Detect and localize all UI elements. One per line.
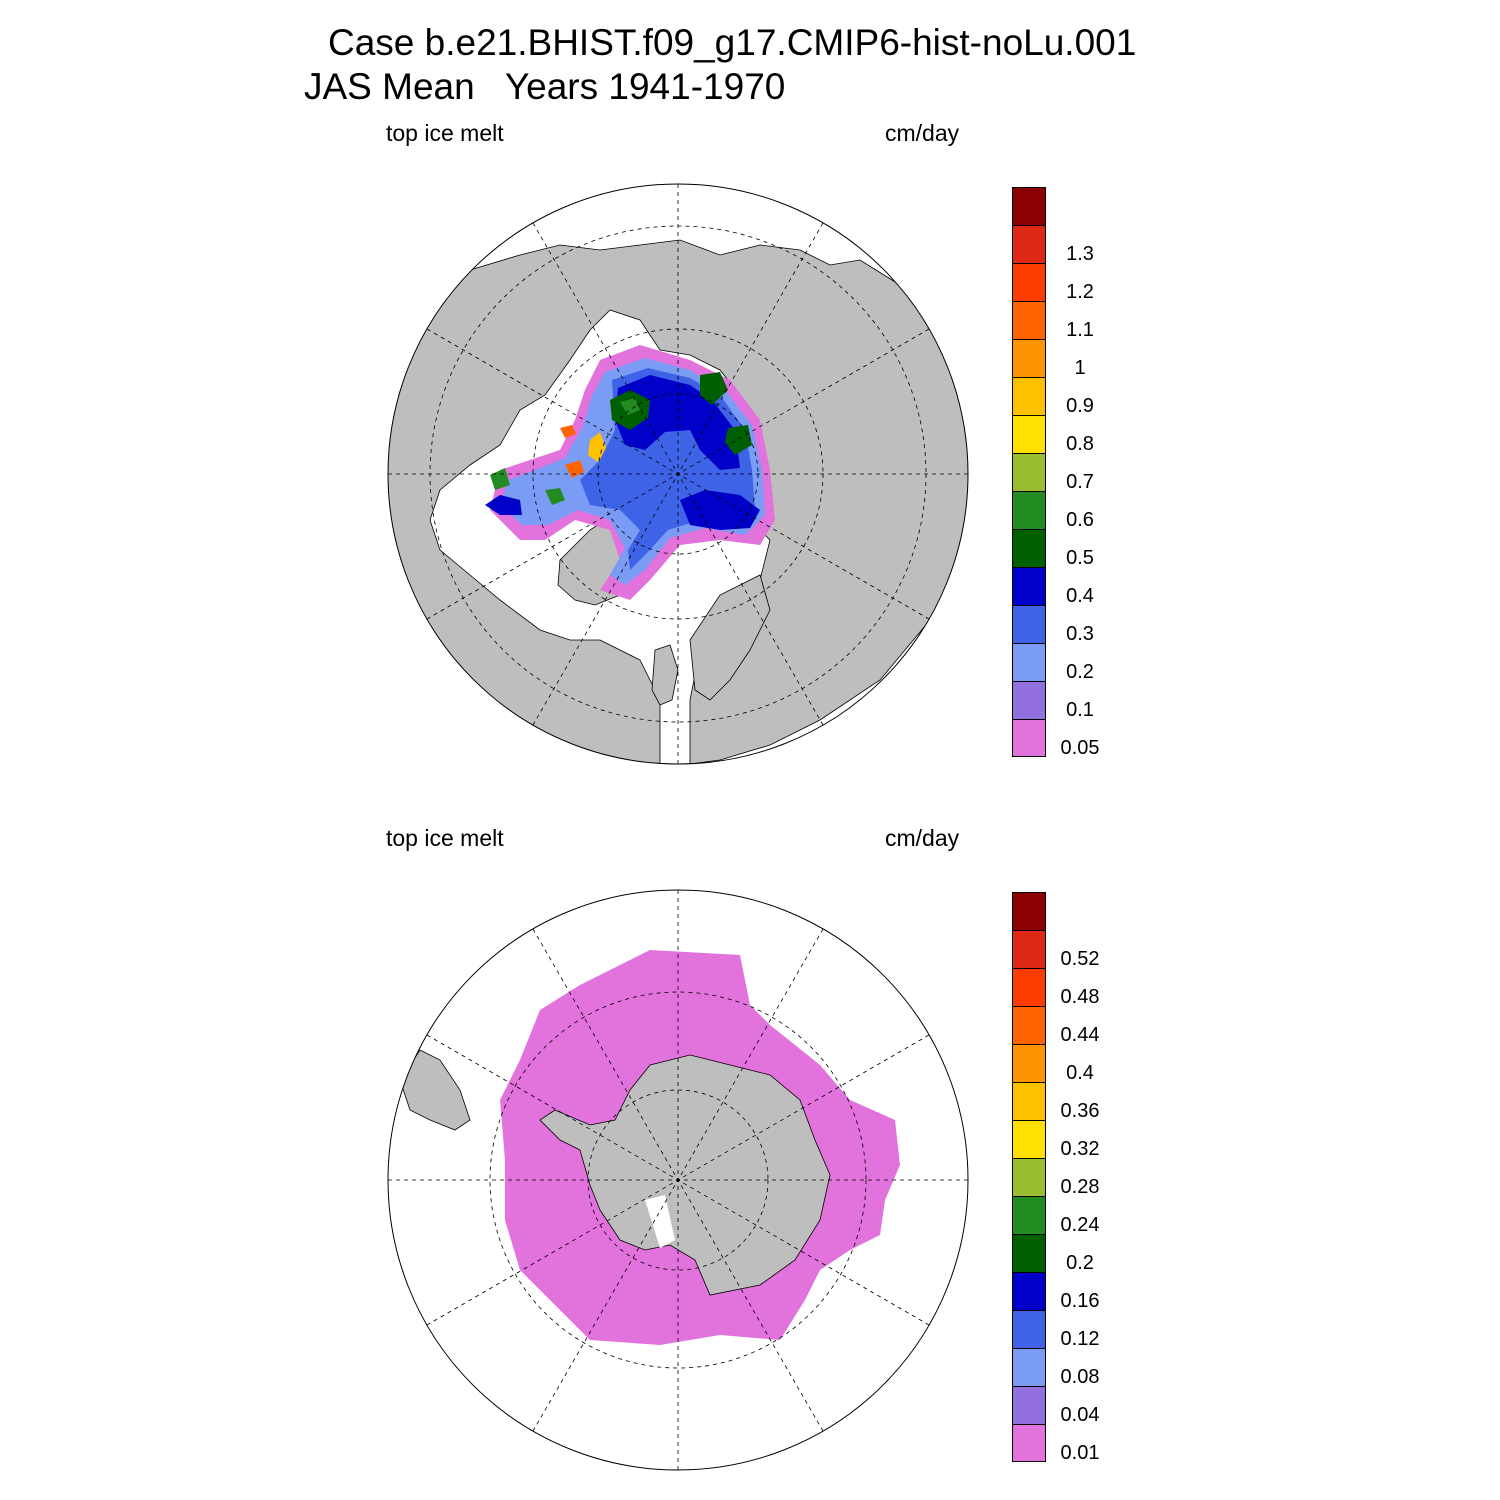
- north-colorbar-label: 0.05: [1060, 737, 1100, 759]
- south-colorbar-box-0: [1012, 1424, 1046, 1462]
- north-colorbar-box-7: [1012, 453, 1046, 491]
- north-ice-archipelago-yellow: [588, 432, 606, 462]
- south-units-label: cm/day: [885, 825, 960, 851]
- north-colorbar-label: 0.9: [1066, 395, 1094, 417]
- north-colorbar-box-1: [1012, 681, 1046, 719]
- north-colorbar-box-13: [1012, 225, 1046, 263]
- north-colorbar-label: 0.3: [1066, 623, 1094, 645]
- north-ice-archipelago-orange: [565, 460, 584, 478]
- south-colorbar-label: 0.08: [1060, 1366, 1100, 1388]
- south-colorbar-box-4: [1012, 1272, 1046, 1310]
- south-graticule: [388, 890, 968, 1470]
- north-colorbar-label: 0.6: [1066, 509, 1094, 531]
- south-colorbar-box-1: [1012, 1386, 1046, 1424]
- north-variable-label: top ice melt: [386, 120, 504, 146]
- south-colorbar-box-6: [1012, 1196, 1046, 1234]
- south-colorbar-box-14: [1012, 892, 1046, 930]
- north-colorbar-box-2: [1012, 643, 1046, 681]
- north-colorbar-box-8: [1012, 415, 1046, 453]
- north-graticule: [388, 184, 968, 764]
- south-colorbar-box-12: [1012, 968, 1046, 1006]
- figure-title-line-1: Case b.e21.BHIST.f09_g17.CMIP6-hist-noLu…: [328, 22, 1137, 63]
- north-ice-archipelago-orange-2: [560, 425, 576, 438]
- south-land-antarctica: [539, 1054, 831, 1296]
- south-colorbar-label: 0.36: [1060, 1100, 1100, 1122]
- north-colorbar-label: 0.7: [1066, 471, 1094, 493]
- north-colorbar: 0.05 0.1 0.2 0.3 0.4 0.5 0.6 0.7 0.8 0.9 1 1.1 1.2 1.…: [1012, 187, 1122, 759]
- north-colorbar-box-4: [1012, 567, 1046, 605]
- south-colorbar-box-13: [1012, 930, 1046, 968]
- south-colorbar-box-5: [1012, 1234, 1046, 1272]
- north-colorbar-box-5: [1012, 529, 1046, 567]
- south-polar-map: [388, 890, 968, 1470]
- south-colorbar-label: 0.28: [1060, 1176, 1100, 1198]
- north-colorbar-label: 1.1: [1066, 319, 1094, 341]
- north-units-label: cm/day: [885, 120, 960, 146]
- north-colorbar-label: 0.5: [1066, 547, 1094, 569]
- south-colorbar: 0.01 0.04 0.08 0.12 0.16 0.2 0.24 0.28 0.32 0.36 0…: [1012, 892, 1122, 1464]
- south-colorbar-box-2: [1012, 1348, 1046, 1386]
- south-colorbar-label: 0.2: [1066, 1252, 1094, 1274]
- north-colorbar-box-14: [1012, 187, 1046, 225]
- north-ice-green-3: [725, 425, 752, 455]
- north-ice-bluechain: [680, 490, 760, 530]
- south-colorbar-label: 0.4: [1066, 1062, 1094, 1084]
- south-colorbar-box-10: [1012, 1044, 1046, 1082]
- south-colorbar-box-7: [1012, 1158, 1046, 1196]
- south-colorbar-label: 0.32: [1060, 1138, 1100, 1160]
- north-polar-map: [388, 184, 968, 764]
- north-colorbar-label: 1: [1074, 357, 1086, 379]
- south-colorbar-label: 0.01: [1060, 1442, 1100, 1464]
- north-colorbar-box-6: [1012, 491, 1046, 529]
- north-colorbar-box-10: [1012, 339, 1046, 377]
- north-land-scandinavia: [689, 574, 771, 701]
- north-colorbar-box-9: [1012, 377, 1046, 415]
- south-colorbar-box-8: [1012, 1120, 1046, 1158]
- south-land-south-america: [399, 1049, 471, 1131]
- north-ice-hudson-green: [490, 468, 510, 490]
- north-colorbar-label: 0.8: [1066, 433, 1094, 455]
- north-ice-archipelago-green: [545, 488, 565, 505]
- south-colorbar-label: 0.52: [1060, 948, 1100, 970]
- north-map-border: [387, 183, 969, 765]
- south-colorbar-label: 0.48: [1060, 986, 1100, 1008]
- north-colorbar-box-11: [1012, 301, 1046, 339]
- south-colorbar-label: 0.16: [1060, 1290, 1100, 1312]
- north-land-britain: [651, 644, 679, 706]
- north-colorbar-label: 1.3: [1066, 243, 1094, 265]
- south-colorbar-box-11: [1012, 1006, 1046, 1044]
- north-colorbar-label: 0.4: [1066, 585, 1094, 607]
- north-ice-hudson-blue: [485, 495, 522, 515]
- north-colorbar-label: 1.2: [1066, 281, 1094, 303]
- south-colorbar-box-9: [1012, 1082, 1046, 1120]
- north-ice-green-4: [620, 398, 640, 415]
- south-colorbar-label: 0.12: [1060, 1328, 1100, 1350]
- north-colorbar-label: 0.2: [1066, 661, 1094, 683]
- north-colorbar-label: 0.1: [1066, 699, 1094, 721]
- north-colorbar-box-0: [1012, 719, 1046, 757]
- south-colorbar-label: 0.44: [1060, 1024, 1100, 1046]
- south-map-border: [387, 889, 969, 1471]
- south-colorbar-label: 0.04: [1060, 1404, 1100, 1426]
- north-colorbar-box-12: [1012, 263, 1046, 301]
- north-colorbar-box-3: [1012, 605, 1046, 643]
- north-ice-green-2: [700, 372, 728, 405]
- south-variable-label: top ice melt: [386, 825, 504, 851]
- south-colorbar-label: 0.24: [1060, 1214, 1100, 1236]
- south-colorbar-box-3: [1012, 1310, 1046, 1348]
- figure-title-line-2: JAS Mean Years 1941-1970: [304, 66, 786, 107]
